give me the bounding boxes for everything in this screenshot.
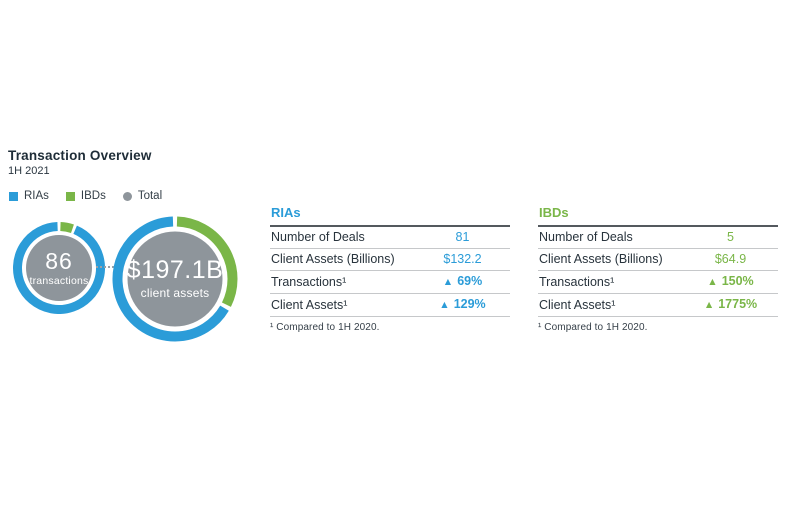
client-assets-donut-rings: [112, 216, 238, 342]
chart-subtitle: 1H 2021: [8, 165, 50, 177]
total-swatch-icon: [122, 191, 132, 201]
legend-label-total: Total: [137, 190, 163, 202]
up-triangle-icon: ▲: [707, 276, 718, 288]
legend-label-rias: RIAs: [24, 190, 49, 202]
row-value: ▲ 150%: [707, 274, 754, 288]
row-label: Client Assets¹: [271, 297, 348, 312]
row-label: Number of Deals: [539, 230, 633, 244]
ibds-table: IBDs Number of Deals 5 Client Assets (Bi…: [538, 204, 778, 333]
table-row: Client Assets (Billions) $64.9: [538, 249, 778, 271]
transactions-donut-rings: [13, 222, 105, 314]
donut-center-disc: [127, 231, 223, 327]
table-row: Transactions¹ ▲ 150%: [538, 271, 778, 294]
table-row: Transactions¹ ▲ 69%: [270, 271, 510, 294]
donut-segment-ibds: [60, 222, 74, 234]
table-row: Client Assets (Billions) $132.2: [270, 249, 510, 271]
row-value: ▲ 69%: [442, 274, 483, 288]
rias-table-title: RIAs: [270, 204, 510, 227]
up-triangle-icon: ▲: [703, 299, 715, 311]
row-value: ▲ 129%: [439, 297, 486, 311]
legend-item-ibds: IBDs: [65, 190, 106, 202]
legend-label-ibds: IBDs: [80, 190, 106, 202]
table-row: Number of Deals 5: [538, 227, 778, 249]
transactions-donut-chart: 86 transactions: [13, 222, 105, 314]
legend-item-total: Total: [122, 190, 163, 202]
chart-header: Transaction Overview 1H 2021: [8, 148, 152, 177]
table-row: Client Assets¹ ▲ 129%: [270, 294, 510, 317]
row-value: $64.9: [714, 252, 747, 266]
ibds-footnote: ¹ Compared to 1H 2020.: [538, 322, 648, 333]
ibds-swatch-icon: [65, 191, 75, 201]
donut-segment-rias: [13, 222, 105, 314]
row-label: Client Assets¹: [539, 297, 616, 312]
up-triangle-icon: ▲: [439, 299, 450, 311]
chart-legend: RIAs IBDs Total: [9, 190, 162, 202]
legend-item-rias: RIAs: [9, 190, 49, 202]
ibds-table-title: IBDs: [538, 204, 778, 227]
up-triangle-icon: ▲: [442, 276, 454, 288]
row-value: ▲ 1775%: [703, 297, 758, 311]
row-value: 81: [455, 230, 470, 244]
rias-footnote: ¹ Compared to 1H 2020.: [270, 322, 380, 333]
row-label: Client Assets (Billions): [271, 252, 395, 266]
row-label: Number of Deals: [271, 230, 365, 244]
row-label: Transactions¹: [539, 274, 615, 289]
table-row: Number of Deals 81: [270, 227, 510, 249]
rias-table: RIAs Number of Deals 81 Client Assets (B…: [270, 204, 510, 333]
table-row: Client Assets¹ ▲ 1775%: [538, 294, 778, 317]
dotted-connector-line: [96, 266, 114, 268]
row-label: Client Assets (Billions): [539, 252, 663, 266]
donut-center-disc: [26, 235, 92, 301]
client-assets-donut-chart: $197.1B client assets: [112, 216, 238, 342]
chart-title: Transaction Overview: [8, 148, 152, 163]
row-value: $132.2: [443, 252, 482, 266]
donut-segment-ibds: [176, 216, 238, 307]
row-label: Transactions¹: [271, 274, 347, 289]
rias-swatch-icon: [9, 191, 18, 201]
donut-segment-rias: [112, 216, 229, 342]
row-value: 5: [727, 230, 734, 244]
